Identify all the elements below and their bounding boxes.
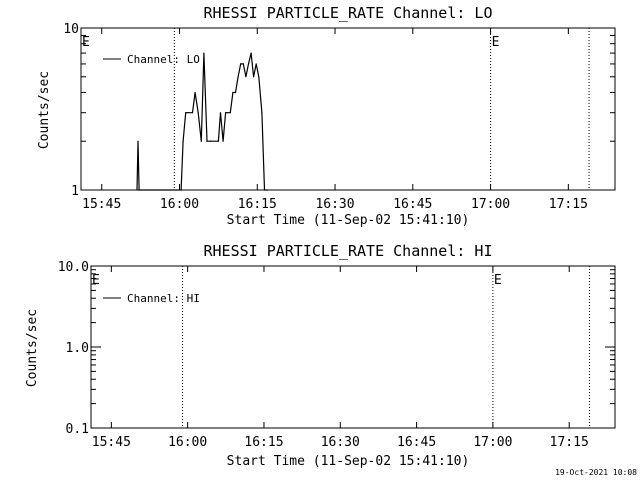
chart-lo-data-point xyxy=(210,140,212,142)
chart-hi-x-tick-label: 16:30 xyxy=(321,435,360,450)
chart-lo-x-tick-label: 16:30 xyxy=(315,197,354,212)
chart-lo-series-line xyxy=(136,52,268,191)
chart-lo-data-point xyxy=(261,112,263,114)
chart-hi-x-ticks: 15:45 16:00 16:15 16:30 16:45 17:00 17:15 xyxy=(92,266,589,450)
chart-lo-data-point xyxy=(203,52,205,54)
chart-lo-title: RHESSI PARTICLE_RATE Channel: LO xyxy=(204,4,493,22)
chart-lo-data-point xyxy=(188,112,190,114)
chart-lo-data-point xyxy=(242,63,244,65)
chart-lo-data-point xyxy=(225,112,227,114)
chart-hi-y-tick-label: 0.1 xyxy=(66,422,89,437)
chart-hi-title: RHESSI PARTICLE_RATE Channel: HI xyxy=(204,242,493,260)
chart-lo-x-label: Start Time (11-Sep-02 15:41:10) xyxy=(227,213,470,228)
chart-lo-data-point xyxy=(200,140,202,142)
chart-lo-data-point xyxy=(234,91,237,94)
chart-hi-y-tick-label: 10.0 xyxy=(58,260,89,275)
chart-hi-axes-box xyxy=(90,265,616,429)
chart-lo-data-point xyxy=(255,63,257,65)
chart-lo-data-point xyxy=(182,140,184,142)
chart-lo-y-label: Counts/sec xyxy=(37,71,52,149)
chart-lo-x-tick-label: 16:45 xyxy=(393,197,432,212)
chart-lo-data-point xyxy=(258,76,260,78)
chart-lo-y-ticks: 1 10 xyxy=(63,22,615,199)
chart-lo-x-ticks: 15:45 16:00 16:15 16:30 16:45 17:00 17:15 xyxy=(82,28,588,212)
chart-hi-x-tick-label: 16:45 xyxy=(397,435,436,450)
chart-lo-data-point xyxy=(180,189,182,191)
chart-lo-y-tick-label: 10 xyxy=(63,22,79,37)
chart-lo-x-tick-label: 16:15 xyxy=(238,197,277,212)
chart-lo-data-point xyxy=(245,76,247,78)
chart-lo-axes-box xyxy=(80,27,616,191)
chart-lo-x-tick-label: 17:00 xyxy=(471,197,510,212)
chart-hi-y-ticks: 0.1 1.0 10.0 xyxy=(58,260,615,437)
chart-hi-x-tick-label: 16:15 xyxy=(244,435,283,450)
chart-lo-data-point xyxy=(191,112,194,114)
chart-lo-data-point xyxy=(237,76,239,78)
chart-hi-y-label: Counts/sec xyxy=(25,309,40,387)
chart-lo-data-point xyxy=(250,52,252,54)
chart-lo-data-point xyxy=(229,112,231,114)
chart-lo-data-point xyxy=(217,140,219,142)
chart-lo-data-point xyxy=(263,189,266,191)
chart-lo-data-point xyxy=(219,112,222,114)
chart-lo-data-point xyxy=(138,189,140,191)
chart-lo-event-marker-label: E xyxy=(492,35,500,50)
chart-lo-y-tick-label: 1 xyxy=(71,184,79,199)
chart-lo-data-point xyxy=(197,112,199,114)
timestamp: 19-Oct-2021 10:08 xyxy=(555,468,637,477)
chart-hi-x-tick-label: 17:00 xyxy=(473,435,512,450)
chart-lo-x-tick-label: 16:00 xyxy=(160,197,199,212)
chart-hi-legend-label: Channel: HI xyxy=(127,292,200,305)
chart-hi-x-tick-label: 17:15 xyxy=(550,435,589,450)
chart-lo-data-point xyxy=(232,91,234,94)
chart-lo-data-point xyxy=(137,140,139,142)
chart-lo-x-tick-label: 17:15 xyxy=(549,197,588,212)
chart-hi-x-label: Start Time (11-Sep-02 15:41:10) xyxy=(227,454,470,469)
chart-hi-x-tick-label: 15:45 xyxy=(92,435,131,450)
chart-lo-data-point xyxy=(227,112,229,114)
chart-hi-event-marker-label: E xyxy=(92,273,100,288)
chart-hi-y-tick-label: 1.0 xyxy=(66,341,89,356)
chart-lo-data-point xyxy=(185,112,187,114)
chart-lo-data-point xyxy=(253,76,255,78)
chart-hi-event-marker-label: E xyxy=(494,273,502,288)
chart-lo-data-point xyxy=(206,140,208,142)
chart-lo-data-point xyxy=(240,63,242,65)
chart-hi-x-tick-label: 16:00 xyxy=(168,435,207,450)
chart-lo-data-point xyxy=(222,140,224,142)
chart-lo-data-point xyxy=(267,189,269,191)
chart-lo-data-point xyxy=(247,63,250,65)
chart-lo-series xyxy=(136,52,269,191)
chart-lo-data-point xyxy=(136,189,138,191)
chart-lo-data-point xyxy=(194,91,196,94)
chart-lo-x-tick-label: 15:45 xyxy=(82,197,121,212)
chart-lo-event-marker-label: E xyxy=(82,35,90,50)
chart-lo-legend-label: Channel: LO xyxy=(127,53,200,66)
